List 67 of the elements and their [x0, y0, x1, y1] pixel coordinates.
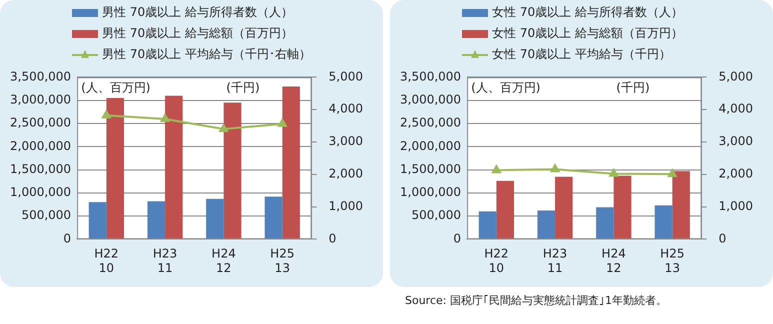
y2-axis-title: (千円): [616, 80, 650, 94]
bar: [496, 180, 514, 239]
legend-label: 男性 70歳以上 給与所得者数（人）: [102, 4, 293, 21]
x-tick-label: H22 10: [94, 246, 119, 275]
source-note: Source: 国税庁｢民間給与実態統計調査｣1年勤続者。: [405, 293, 667, 308]
x-tick-label: H24 12: [602, 246, 626, 275]
bar: [88, 202, 106, 239]
y2-tick-label: 4,000: [718, 102, 754, 116]
y-tick-label: 2,500,000: [10, 116, 72, 130]
bar: [654, 205, 672, 239]
bar: [224, 102, 242, 239]
y-tick-label: 500,000: [21, 208, 72, 222]
y-tick-label: 3,500,000: [10, 69, 72, 84]
y-tick-label: 0: [453, 231, 462, 246]
legend-label: 男性 70歳以上 平均給与（千円･右軸）: [102, 46, 311, 63]
bar: [165, 96, 183, 239]
x-tick-label: H22 10: [484, 246, 509, 275]
x-tick-label: H25 13: [270, 246, 294, 275]
x-tick-label: H24 12: [212, 246, 236, 275]
legend-label: 女性 70歳以上 平均給与（千円）: [492, 46, 671, 63]
bar: [282, 86, 300, 239]
y-tick-label: 3,000,000: [400, 92, 462, 106]
point: [102, 110, 111, 118]
y2-tick-label: 1,000: [328, 198, 364, 213]
bar: [672, 171, 690, 239]
bar: [555, 176, 573, 239]
y-tick-label: 3,500,000: [400, 69, 462, 84]
y-tick-label: 1,500,000: [10, 162, 72, 176]
y-tick-label: 2,500,000: [400, 116, 462, 130]
legend-label: 男性 70歳以上 給与総額（百万円）: [102, 25, 293, 42]
y2-tick-label: 5,000: [718, 69, 754, 84]
bar: [147, 201, 166, 239]
legend-label: 女性 70歳以上 給与総額（百万円）: [492, 25, 683, 42]
y-tick-label: 3,000,000: [10, 92, 72, 106]
y2-tick-label: 0: [328, 231, 336, 246]
bar: [614, 176, 632, 239]
y2-tick-label: 4,000: [328, 102, 364, 116]
bar: [478, 211, 496, 239]
point: [160, 114, 170, 122]
y2-tick-label: 2,000: [718, 166, 754, 181]
y-tick-label: 2,000,000: [10, 138, 72, 153]
bar: [106, 98, 124, 239]
y-tick-label: 500,000: [411, 208, 462, 222]
y2-axis-title: (千円): [226, 80, 260, 94]
y-tick-label: 0: [63, 231, 72, 246]
legend-label: 女性 70歳以上 給与所得者数（人）: [492, 4, 683, 21]
y2-tick-label: 1,000: [718, 198, 754, 213]
y-tick-label: 1,000,000: [10, 185, 72, 200]
point: [219, 124, 228, 132]
y-tick-label: 1,500,000: [400, 162, 462, 176]
bar: [264, 196, 282, 239]
x-tick-label: H23 11: [152, 246, 178, 275]
bar: [537, 210, 556, 239]
point: [278, 118, 287, 127]
y2-tick-label: 2,000: [328, 166, 364, 181]
y-axis-title: (人、百万円): [81, 80, 150, 94]
y2-tick-label: 0: [718, 231, 726, 246]
y-tick-label: 1,000,000: [400, 185, 462, 200]
x-tick-label: H23 11: [542, 246, 568, 275]
y2-tick-label: 5,000: [328, 69, 364, 84]
y-axis-title: (人、百万円): [471, 80, 540, 94]
x-tick-label: H25 13: [660, 246, 684, 275]
y2-tick-label: 3,000: [328, 134, 364, 148]
bar: [206, 198, 224, 239]
y2-tick-label: 3,000: [718, 134, 754, 148]
y-tick-label: 2,000,000: [400, 138, 462, 153]
bar: [596, 207, 614, 239]
